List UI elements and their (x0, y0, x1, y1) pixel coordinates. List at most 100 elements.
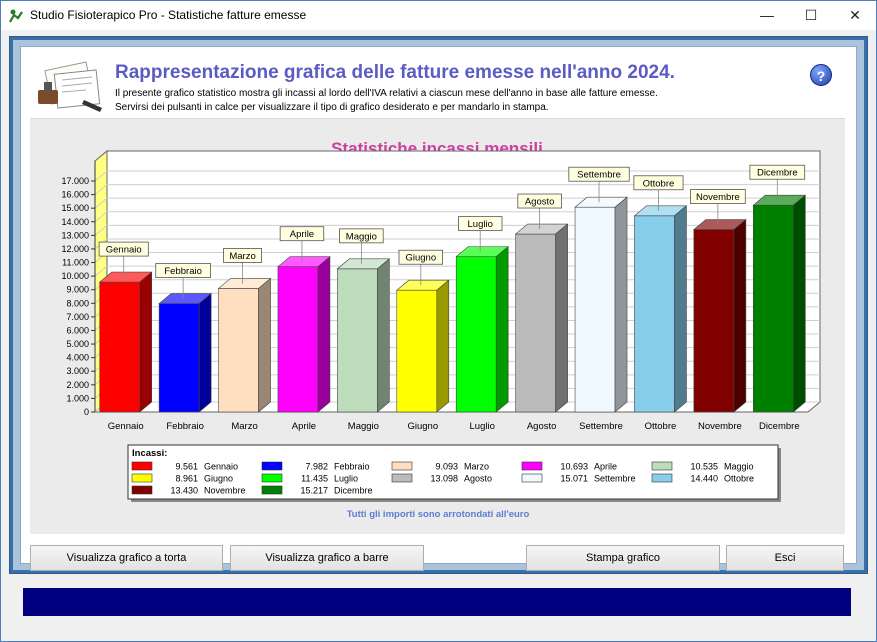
page-description: Il presente grafico statistico mostra gl… (115, 87, 658, 115)
legend-swatch-dicembre (261, 485, 283, 495)
bar-label-box (690, 189, 746, 204)
bar-label-agosto: Agosto (525, 197, 555, 208)
legend-swatch-maggio (651, 461, 673, 471)
bar-label-marzo: Marzo (229, 251, 255, 262)
legend-label-febbraio: Febbraio (334, 462, 370, 472)
x-tick-label: Febbraio (166, 421, 204, 432)
maximize-button[interactable]: ☐ (804, 6, 818, 23)
bar-side-settembre (614, 196, 628, 413)
app-logo-icon (9, 9, 23, 23)
gridline-side (94, 211, 108, 223)
status-bar (23, 588, 851, 616)
y-tick-label: 14.000 (61, 217, 89, 227)
description-line-2: Servirsi dei pulsanti in calce per visua… (115, 102, 549, 113)
y-tick-label: 2.000 (66, 380, 89, 390)
y-tick-label: 11.000 (62, 258, 89, 268)
bar-gennaio (99, 281, 141, 413)
bar-chart-button[interactable]: Visualizza grafico a barre (230, 545, 424, 571)
legend-value-aprile: 10.693 (560, 462, 588, 472)
bar-dicembre (752, 204, 794, 413)
legend-swatch-marzo (391, 461, 413, 471)
legend-swatch-febbraio (261, 461, 283, 471)
legend-swatch-novembre (131, 485, 153, 495)
y-tick-label: 0 (84, 407, 89, 417)
legend-value-maggio: 10.535 (690, 462, 718, 472)
bar-side-ottobre (674, 205, 687, 413)
bar-label-box (749, 164, 806, 180)
help-button[interactable]: ? (810, 64, 832, 86)
legend-label-maggio: Maggio (724, 462, 754, 472)
exit-button[interactable]: Esci (726, 545, 844, 571)
gridline-side (94, 184, 108, 195)
bar-label-box (339, 228, 384, 244)
bar-side-aprile (317, 256, 331, 413)
minimize-button[interactable]: — (760, 7, 774, 23)
bar-side-febbraio (198, 292, 212, 413)
bar-label-box (155, 263, 211, 278)
bar-luglio (455, 256, 497, 413)
y-tick-label: 7.000 (66, 312, 89, 322)
bar-label-febbraio: Febbraio (164, 266, 202, 277)
print-chart-button[interactable]: Stampa grafico (526, 545, 720, 571)
bar-ottobre (634, 215, 675, 413)
legend-label-settembre: Settembre (594, 474, 636, 484)
legend-label-ottobre: Ottobre (724, 474, 754, 484)
legend-label-marzo: Marzo (464, 462, 489, 472)
bar-chart: Statistiche incassi mensili01.0002.0003.… (61, 139, 822, 520)
bar-settembre (574, 206, 616, 413)
bar-label-settembre: Settembre (577, 170, 621, 181)
x-tick-label: Gennaio (108, 421, 144, 432)
bar-label-box (98, 241, 149, 257)
bar-novembre (693, 229, 735, 413)
bar-label-giugno: Giugno (405, 253, 436, 264)
legend-value-febbraio: 7.982 (305, 462, 328, 472)
legend-label-aprile: Aprile (594, 462, 617, 472)
bar-marzo (218, 288, 259, 413)
y-tick-label: 5.000 (66, 339, 89, 349)
legend-label-giugno: Giugno (204, 474, 233, 484)
y-tick-label: 16.000 (61, 190, 89, 200)
legend-value-novembre: 13.430 (170, 486, 198, 496)
legend-value-luglio: 11.435 (301, 474, 328, 484)
x-tick-label: Aprile (292, 421, 316, 432)
gridline-side (94, 197, 108, 209)
bar-label-box (223, 248, 262, 263)
legend-label-novembre: Novembre (204, 486, 246, 496)
y-tick-label: 15.000 (61, 203, 89, 213)
legend-label-gennaio: Gennaio (204, 462, 238, 472)
bar-giugno (396, 289, 438, 413)
y-tick-label: 8.000 (66, 298, 89, 308)
bar-label-luglio: Luglio (468, 219, 493, 230)
y-tick-label: 3.000 (66, 366, 89, 376)
bar-side-agosto (555, 223, 568, 413)
legend-swatch-ottobre (651, 473, 673, 483)
bar-label-novembre: Novembre (696, 192, 740, 203)
legend-value-giugno: 8.961 (175, 474, 198, 484)
invoice-documents-icon (38, 61, 102, 112)
legend-swatch-gennaio (131, 461, 153, 471)
gridline-side (94, 265, 108, 277)
legend-value-gennaio: 9.561 (175, 462, 198, 472)
bar-label-box (568, 166, 630, 182)
bar-maggio (337, 268, 378, 413)
legend-value-agosto: 13.098 (430, 474, 458, 484)
page-title: Rappresentazione grafica delle fatture e… (115, 62, 675, 83)
close-button[interactable]: ✕ (849, 6, 861, 23)
legend-swatch-agosto (391, 473, 413, 483)
title-bar: Studio Fisioterapico Pro - Statistiche f… (0, 0, 877, 30)
pie-chart-button[interactable]: Visualizza grafico a torta (30, 545, 223, 571)
legend-value-dicembre: 15.217 (300, 486, 328, 496)
gridline-side (94, 224, 108, 236)
description-line-1: Il presente grafico statistico mostra gl… (115, 88, 658, 99)
legend-swatch-giugno (131, 473, 153, 483)
x-tick-label: Marzo (231, 421, 257, 432)
bar-label-ottobre: Ottobre (643, 178, 675, 189)
legend-label-dicembre: Dicembre (334, 486, 373, 496)
x-tick-label: Agosto (527, 421, 557, 432)
bar-label-box (279, 226, 325, 242)
legend-value-settembre: 15.071 (560, 474, 588, 484)
y-tick-label: 6.000 (66, 325, 89, 335)
x-tick-label: Luglio (470, 421, 495, 432)
bar-side-gennaio (139, 271, 153, 413)
bar-label-maggio: Maggio (346, 231, 377, 242)
